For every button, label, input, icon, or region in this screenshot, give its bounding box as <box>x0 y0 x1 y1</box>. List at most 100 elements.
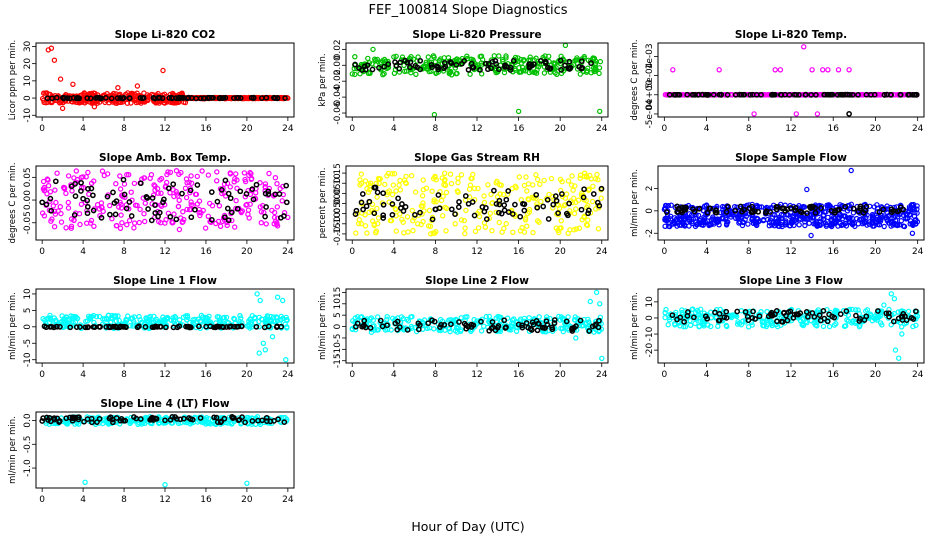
data-point <box>568 182 575 188</box>
outlier-point <box>846 67 852 73</box>
data-point <box>816 312 823 319</box>
data-point <box>843 323 849 329</box>
data-point <box>107 324 114 331</box>
y-tick-label: -10 <box>23 108 33 123</box>
y-tick-label: -20 <box>645 343 655 358</box>
data-point <box>913 92 920 98</box>
data-point <box>550 201 557 208</box>
data-point <box>142 324 149 330</box>
data-point <box>233 197 239 204</box>
data-point <box>47 312 53 319</box>
data-point <box>51 415 58 421</box>
data-point <box>258 209 265 215</box>
data-point <box>432 173 438 180</box>
data-point <box>849 306 855 313</box>
data-point <box>769 312 776 319</box>
data-point <box>391 54 397 60</box>
data-point <box>176 197 182 203</box>
data-point <box>393 206 399 213</box>
data-point <box>245 207 252 213</box>
data-point <box>461 58 468 64</box>
data-point <box>206 313 212 319</box>
data-point <box>807 215 814 221</box>
data-point <box>238 315 244 321</box>
data-point <box>806 220 812 226</box>
data-point <box>122 417 129 424</box>
data-point <box>666 91 673 98</box>
data-point <box>578 58 585 64</box>
data-point <box>362 212 368 218</box>
data-point <box>404 316 410 323</box>
data-point <box>573 57 579 63</box>
data-point <box>196 198 203 204</box>
chart-panel: Slope Gas Stream RH0 4 8 12 16 20 24-0.15-0.10… <box>318 152 609 257</box>
data-point <box>898 217 905 224</box>
data-point <box>412 63 419 69</box>
data-point <box>249 415 255 421</box>
x-tick-label: 8 <box>433 247 439 257</box>
data-point <box>585 316 591 322</box>
points-group <box>40 291 290 363</box>
data-point <box>352 211 359 217</box>
y-axis-label: degrees C per min. <box>630 39 640 120</box>
data-point <box>596 202 603 209</box>
data-point <box>466 186 473 192</box>
data-point <box>148 217 155 224</box>
data-point <box>572 183 578 189</box>
data-point <box>879 214 885 221</box>
data-point <box>403 173 409 180</box>
data-point <box>149 195 156 201</box>
outlier-point <box>264 314 271 320</box>
data-point <box>98 214 105 221</box>
data-point <box>137 317 143 323</box>
data-point <box>379 323 386 330</box>
outlier-point <box>431 111 438 117</box>
data-point <box>524 188 530 194</box>
data-point <box>65 199 72 206</box>
data-point <box>596 65 603 71</box>
data-point <box>151 182 157 188</box>
data-point <box>492 58 499 64</box>
outlier-point <box>881 302 887 308</box>
data-point <box>796 222 802 228</box>
x-tick-label: 24 <box>596 370 608 380</box>
data-point <box>523 174 529 180</box>
data-point <box>365 55 371 62</box>
data-point <box>890 318 897 325</box>
data-point <box>680 221 686 227</box>
x-tick-label: 12 <box>471 247 482 257</box>
data-point <box>493 209 499 215</box>
data-point <box>188 199 194 205</box>
data-point <box>113 198 120 204</box>
data-point <box>741 91 748 98</box>
data-point <box>352 54 358 60</box>
data-point <box>821 315 828 322</box>
outlier-point <box>82 479 88 485</box>
data-point <box>745 324 752 330</box>
outlier-point <box>804 186 810 193</box>
data-point <box>674 216 680 222</box>
x-tick-label: 16 <box>513 124 525 134</box>
data-point <box>209 202 216 209</box>
data-point <box>40 415 46 421</box>
data-point <box>696 324 702 330</box>
data-point <box>190 317 196 323</box>
outlier-point <box>91 103 98 110</box>
data-point <box>431 198 437 205</box>
x-tick-label: 8 <box>433 370 439 380</box>
data-point <box>145 97 151 104</box>
data-point <box>914 203 920 209</box>
data-point <box>438 197 445 204</box>
y-tick-label: 5 <box>333 312 343 318</box>
data-point <box>278 316 284 323</box>
data-point <box>194 182 201 188</box>
data-point <box>171 193 177 200</box>
data-point <box>552 193 559 199</box>
data-point <box>396 324 403 330</box>
data-point <box>371 210 378 217</box>
outlier-point <box>162 482 168 488</box>
data-point <box>196 209 202 216</box>
data-point <box>373 57 379 64</box>
data-point <box>429 64 435 71</box>
